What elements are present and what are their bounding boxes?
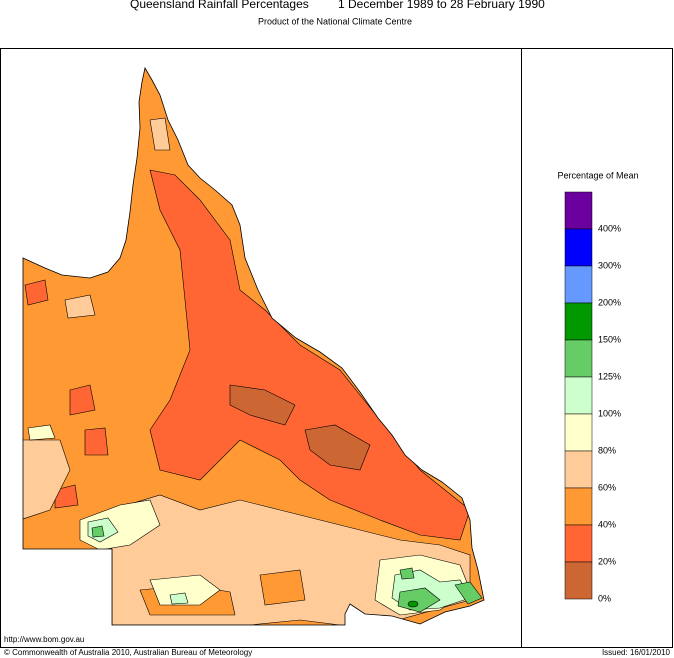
footer-issued: Issued: 16/01/2010 [602, 648, 671, 657]
legend-swatch [564, 524, 593, 563]
legend-label: 80% [598, 445, 616, 455]
legend-label: 125% [598, 371, 621, 381]
footer-url: http://www.bom.gov.au [4, 635, 84, 644]
legend-swatch [564, 339, 593, 378]
legend-swatch [564, 413, 593, 452]
legend-label: 100% [598, 408, 621, 418]
legend-label: 300% [598, 260, 621, 270]
period: 1 December 1989 to 28 February 1990 [338, 0, 545, 11]
legend-title: Percentage of Mean [557, 170, 638, 180]
legend-label: 60% [598, 482, 616, 492]
rainfall-map [23, 68, 484, 625]
zone-60-80 [64, 117, 171, 319]
title: Queensland Rainfall Percentages [130, 0, 309, 11]
legend-swatch [564, 302, 593, 341]
legend-swatch [564, 561, 593, 600]
legend-label: 0% [598, 593, 611, 603]
legend-swatch [564, 228, 593, 267]
legend-swatch [564, 191, 593, 230]
legend-label: 200% [598, 297, 621, 307]
zone-60-80 [23, 439, 471, 625]
legend-swatch [564, 487, 593, 526]
zone-0-20 [229, 384, 371, 471]
zone-125-150 [91, 525, 483, 613]
zone-20-40 [24, 279, 326, 611]
legend-swatch [564, 376, 593, 415]
legend-label: 20% [598, 556, 616, 566]
legend-label: 40% [598, 519, 616, 529]
legend-swatch [564, 265, 593, 304]
legend: 400% 300% 200% 150% 125% 100% 80% 60% 40% 20% 0% [564, 191, 621, 603]
map-frame [0, 48, 673, 648]
legend-label: 150% [598, 334, 621, 344]
footer-copyright: © Commonwealth of Australia 2010, Austra… [4, 648, 252, 657]
legend-label: 400% [598, 223, 621, 233]
zone-20-40 [149, 169, 471, 541]
legend-swatch [564, 450, 593, 489]
subtitle: Product of the National Climate Centre [258, 16, 412, 26]
zone-150-200 [407, 600, 419, 608]
